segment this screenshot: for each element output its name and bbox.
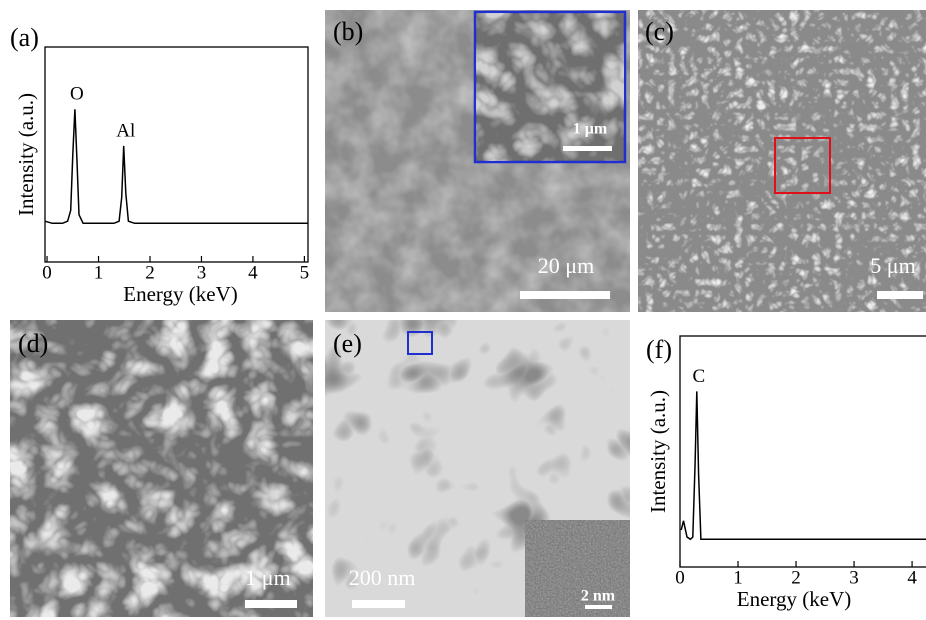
x-tick-label: 1 bbox=[94, 262, 104, 283]
scale-bar bbox=[563, 146, 612, 151]
scale-label: 1 μm bbox=[245, 565, 290, 590]
panel-c: (c) 5 μm bbox=[638, 10, 926, 312]
x-tick-label: 4 bbox=[907, 567, 917, 588]
scale-label: 2 nm bbox=[581, 588, 616, 605]
panel-label: (d) bbox=[18, 329, 48, 358]
scale-bar bbox=[585, 605, 612, 609]
y-axis-label: Intensity (a.u.) bbox=[646, 390, 670, 513]
x-tick-label: 0 bbox=[42, 262, 52, 283]
plot-frame bbox=[45, 47, 308, 262]
peak-annotation: O bbox=[70, 84, 84, 105]
panel-e: (e) 200 nm 2 nm bbox=[325, 320, 630, 617]
inset-texture bbox=[476, 13, 624, 161]
scale-label: 20 μm bbox=[538, 253, 594, 278]
figure: (b) 1 μm 20 μm (c) 5 μm (d) 1 μm (e) 200… bbox=[0, 0, 926, 620]
plot-frame bbox=[680, 336, 926, 567]
scale-bar bbox=[245, 600, 297, 608]
x-tick-label: 5 bbox=[300, 262, 310, 283]
x-tick-label: 2 bbox=[791, 567, 801, 588]
panel-b: (b) 1 μm 20 μm bbox=[325, 10, 630, 312]
panel-d: (d) 1 μm bbox=[10, 320, 313, 617]
x-tick-label: 1 bbox=[733, 567, 743, 588]
x-tick-label: 4 bbox=[248, 262, 258, 283]
scale-label: 200 nm bbox=[349, 565, 416, 590]
spectrum-line bbox=[45, 109, 308, 223]
x-tick-label: 0 bbox=[675, 567, 685, 588]
panel-label: (b) bbox=[333, 17, 363, 46]
x-tick-label: 3 bbox=[197, 262, 207, 283]
scale-label: 5 μm bbox=[870, 253, 915, 278]
x-tick-label: 2 bbox=[145, 262, 155, 283]
panel-label: (a) bbox=[10, 23, 39, 52]
scale-bar bbox=[520, 291, 610, 299]
panel-label: (f) bbox=[646, 335, 672, 364]
peak-annotation: C bbox=[692, 366, 705, 387]
spectrum-line bbox=[681, 391, 926, 539]
panel-label: (e) bbox=[333, 329, 362, 358]
peak-annotation: Al bbox=[116, 120, 135, 141]
scale-label: 1 μm bbox=[573, 121, 608, 138]
scale-bar bbox=[877, 291, 923, 299]
x-axis-label: Energy (keV) bbox=[123, 282, 238, 306]
x-tick-label: 3 bbox=[849, 567, 859, 588]
panel-label: (c) bbox=[645, 17, 674, 46]
y-axis-label: Intensity (a.u.) bbox=[14, 93, 38, 216]
x-axis-label: Energy (keV) bbox=[737, 587, 852, 611]
scale-bar bbox=[352, 600, 405, 608]
